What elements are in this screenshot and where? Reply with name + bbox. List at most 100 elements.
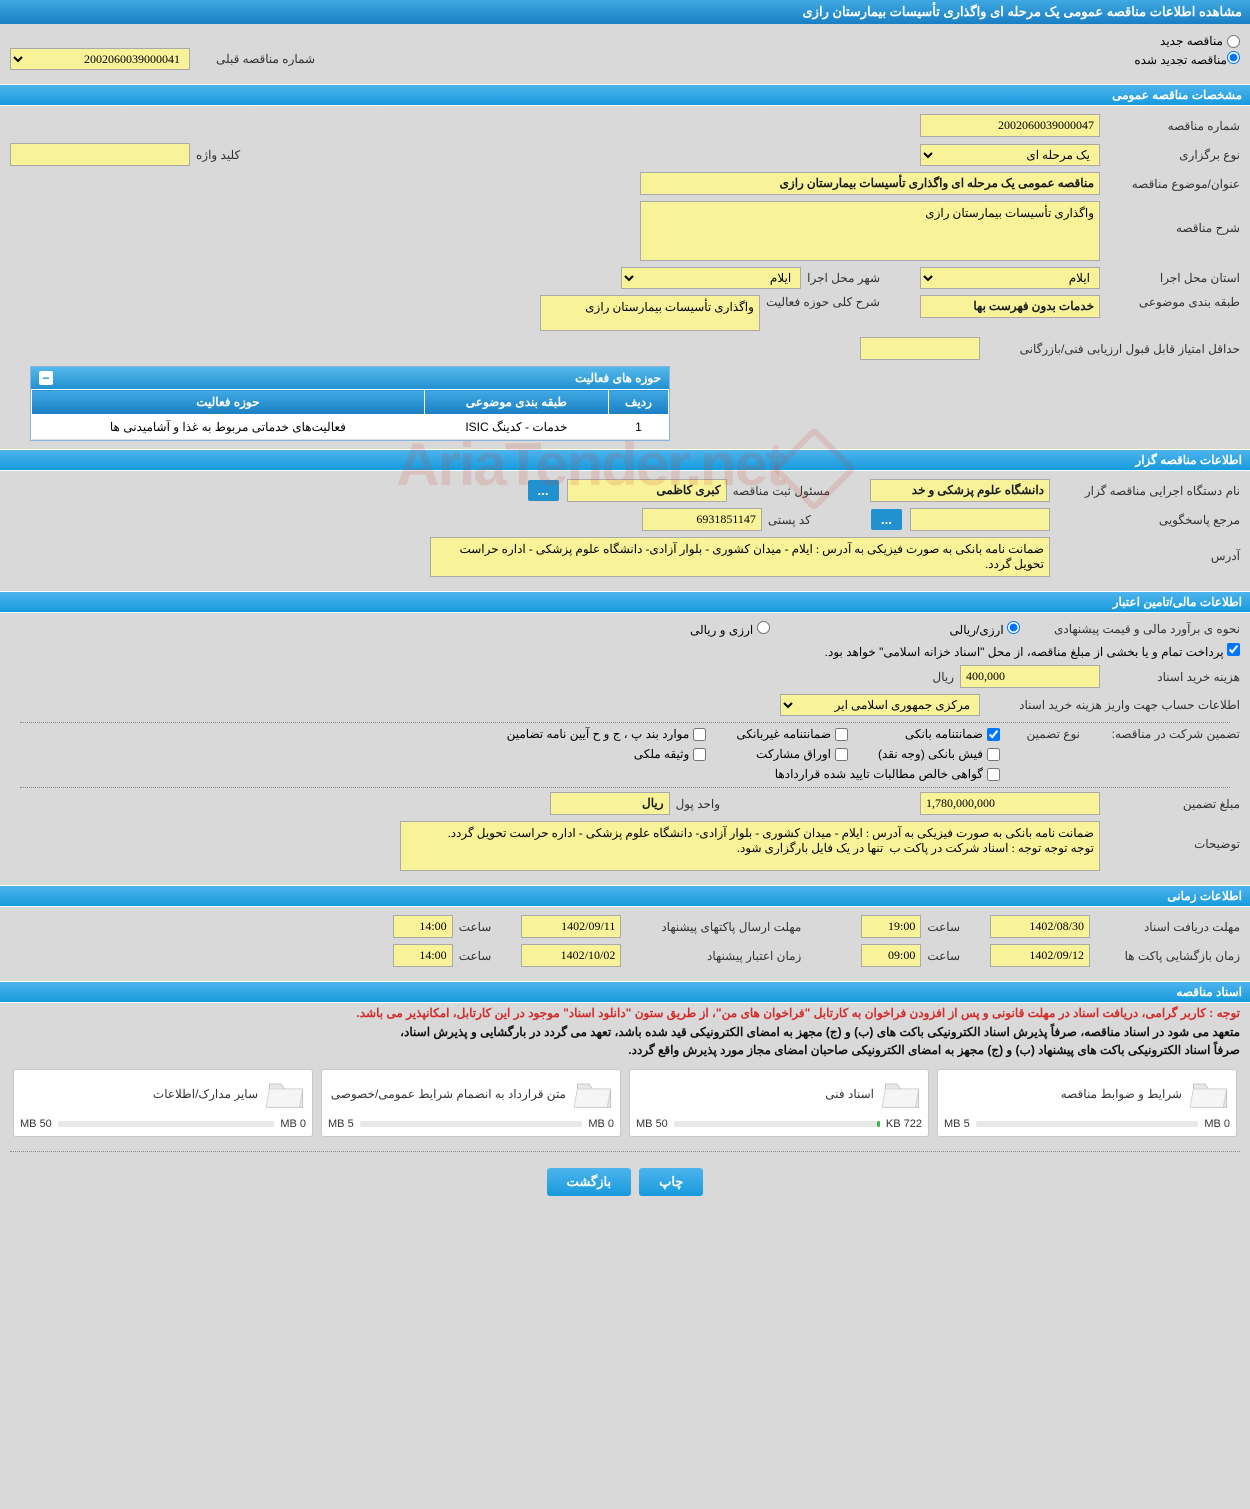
prev-number-select[interactable]: 2002060039000041: [10, 48, 190, 70]
payment-note-text: پرداخت تمام و یا بخشی از مبلغ مناقصه، از…: [825, 645, 1224, 659]
chk-cash[interactable]: فیش بانکی (وجه نقد): [878, 747, 1000, 761]
submit-deadline-label: مهلت ارسال پاکتهای پیشنهاد: [621, 920, 801, 934]
chk-nonbank[interactable]: ضمانتنامه غیربانکی: [736, 727, 848, 741]
keyword-label: کلید واژه: [190, 148, 240, 162]
radio-rial[interactable]: ارزی/ریالی: [950, 621, 1020, 637]
reg-officer-field: کبری کاظمی: [567, 479, 727, 502]
section-organizer: اطلاعات مناقصه گزار: [0, 449, 1250, 471]
file-tile[interactable]: اسناد فنی722 KB50 MB: [629, 1069, 929, 1137]
address-label: آدرس: [1050, 537, 1240, 563]
radio-renewed-tender[interactable]: مناقصه تجدید شده: [1134, 51, 1240, 67]
validity-time[interactable]: [393, 944, 453, 967]
notes-textarea[interactable]: ضمانت نامه بانکی به صورت فیزیکی به آدرس …: [400, 821, 1100, 871]
chk-receivables[interactable]: گواهی خالص مطالبات تایید شده قراردادها: [507, 767, 1000, 781]
file-total: 5 MB: [944, 1118, 970, 1130]
title-field: مناقصه عمومی یک مرحله ای واگذاری تأسیسات…: [640, 172, 1100, 195]
contact-input[interactable]: [910, 508, 1050, 531]
radio-new-tender[interactable]: مناقصه جدید: [1160, 34, 1240, 48]
keyword-input[interactable]: [10, 143, 190, 166]
documents-warning: توجه : کاربر گرامی، دریافت اسناد در مهلت…: [0, 1003, 1250, 1023]
chk-property[interactable]: وثیقه ملکی: [507, 747, 707, 761]
submit-deadline-time[interactable]: [393, 915, 453, 938]
folder-icon: [1190, 1076, 1230, 1112]
radio-foreign[interactable]: ارزی و ریالی: [690, 621, 770, 637]
activity-desc-textarea[interactable]: واگذاری تأسیسات بیمارستان رازی: [540, 295, 760, 331]
receive-deadline-label: مهلت دریافت اسناد: [1090, 920, 1240, 934]
province-select[interactable]: ایلام: [920, 267, 1100, 289]
org-name-label: نام دستگاه اجرایی مناقصه گزار: [1050, 484, 1240, 498]
file-tile[interactable]: شرایط و ضوابط مناقصه0 MB5 MB: [937, 1069, 1237, 1137]
reg-officer-label: مسئول ثبت مناقصه: [727, 484, 830, 498]
account-label: اطلاعات حساب جهت واریز هزینه خرید اسناد: [980, 698, 1240, 712]
col-row: ردیف: [609, 390, 669, 415]
activity-desc-label: شرح کلی حوزه فعالیت: [760, 295, 880, 309]
city-label: شهر محل اجرا: [801, 271, 880, 285]
receive-deadline-date[interactable]: [990, 915, 1090, 938]
money-unit-label: واحد پول: [670, 797, 720, 811]
title-label: عنوان/موضوع مناقصه: [1100, 177, 1240, 191]
min-score-input[interactable]: [860, 337, 980, 360]
receive-deadline-time[interactable]: [861, 915, 921, 938]
reg-officer-more-button[interactable]: ...: [528, 480, 559, 501]
opening-date[interactable]: [990, 944, 1090, 967]
minimize-icon[interactable]: −: [39, 371, 53, 385]
city-select[interactable]: ایلام: [621, 267, 801, 289]
address-textarea[interactable]: ضمانت نامه بانکی به صورت فیزیکی به آدرس …: [430, 537, 1050, 577]
category-field: خدمات بدون فهرست بها: [920, 295, 1100, 318]
validity-date[interactable]: [521, 944, 621, 967]
guarantee-type-label: نوع تضمین: [1000, 727, 1080, 741]
tender-number-input[interactable]: [920, 114, 1100, 137]
account-select[interactable]: مرکزی جمهوری اسلامی ایر: [780, 694, 980, 716]
opening-time[interactable]: [861, 944, 921, 967]
documents-info2: صرفاً اسناد الکترونیکی باکت های پیشنهاد …: [0, 1041, 1250, 1059]
radio-renewed-tender-label: مناقصه تجدید شده: [1134, 53, 1227, 67]
section-financial: اطلاعات مالی/تامین اعتبار: [0, 591, 1250, 613]
validity-label: زمان اعتبار پیشنهاد: [621, 949, 801, 963]
tender-number-label: شماره مناقصه: [1100, 119, 1240, 133]
guarantee-amount-label: مبلغ تضمین: [1100, 797, 1240, 811]
file-tile-label: سایر مدارک/اطلاعات: [20, 1087, 258, 1101]
file-used: 0 MB: [1204, 1118, 1230, 1130]
documents-info1: متعهد می شود در اسناد مناقصه، صرفاً پذیر…: [0, 1023, 1250, 1041]
chk-securities-label: اوراق مشارکت: [756, 747, 831, 761]
doc-cost-label: هزینه خرید اسناد: [1100, 670, 1240, 684]
chk-regulation[interactable]: موارد بند پ ، ج و ح آیین نامه تضامین: [507, 727, 707, 741]
page-title: مشاهده اطلاعات مناقصه عمومی یک مرحله ای …: [0, 0, 1250, 24]
submit-deadline-date[interactable]: [521, 915, 621, 938]
file-tile-label: متن قرارداد به انضمام شرایط عمومی/خصوصی: [328, 1087, 566, 1101]
chk-bank-label: ضمانتنامه بانکی: [905, 727, 983, 741]
print-button[interactable]: چاپ: [639, 1168, 703, 1196]
chk-regulation-label: موارد بند پ ، ج و ح آیین نامه تضامین: [507, 727, 690, 741]
back-button[interactable]: بازگشت: [547, 1168, 631, 1196]
contact-label: مرجع پاسخگویی: [1050, 513, 1240, 527]
time-label-3: ساعت: [921, 949, 960, 963]
chk-nonbank-label: ضمانتنامه غیربانکی: [736, 727, 831, 741]
type-label: نوع برگزاری: [1100, 148, 1240, 162]
file-tile[interactable]: متن قرارداد به انضمام شرایط عمومی/خصوصی0…: [321, 1069, 621, 1137]
contact-more-button[interactable]: ...: [871, 509, 902, 530]
section-general-spec: مشخصات مناقصه عمومی: [0, 84, 1250, 106]
postal-label: کد پستی: [762, 513, 811, 527]
guarantee-amount-input[interactable]: [920, 792, 1100, 815]
opening-label: زمان بازگشایی پاکت ها: [1090, 949, 1240, 963]
type-select[interactable]: یک مرحله ای: [920, 144, 1100, 166]
file-used: 722 KB: [886, 1118, 922, 1130]
folder-icon: [266, 1076, 306, 1112]
description-textarea[interactable]: واگذاری تأسیسات بیمارستان رازی: [640, 201, 1100, 261]
estimate-label: نحوه ی برآورد مالی و قیمت پیشنهادی: [1020, 622, 1240, 636]
province-label: استان محل اجرا: [1100, 271, 1240, 285]
doc-cost-input[interactable]: [960, 665, 1100, 688]
file-used: 0 MB: [280, 1118, 306, 1130]
folder-icon: [574, 1076, 614, 1112]
chk-securities[interactable]: اوراق مشارکت: [736, 747, 848, 761]
category-label: طبقه بندی موضوعی: [1100, 295, 1240, 309]
radio-new-tender-label: مناقصه جدید: [1160, 34, 1223, 48]
checkbox-payment-note[interactable]: پرداخت تمام و یا بخشی از مبلغ مناقصه، از…: [825, 643, 1240, 659]
prev-number-label: شماره مناقصه قبلی: [210, 52, 315, 66]
postal-input[interactable]: [642, 508, 762, 531]
description-label: شرح مناقصه: [1100, 201, 1240, 235]
file-total: 5 MB: [328, 1118, 354, 1130]
time-label-4: ساعت: [453, 949, 492, 963]
chk-bank[interactable]: ضمانتنامه بانکی: [878, 727, 1000, 741]
file-tile[interactable]: سایر مدارک/اطلاعات0 MB50 MB: [13, 1069, 313, 1137]
